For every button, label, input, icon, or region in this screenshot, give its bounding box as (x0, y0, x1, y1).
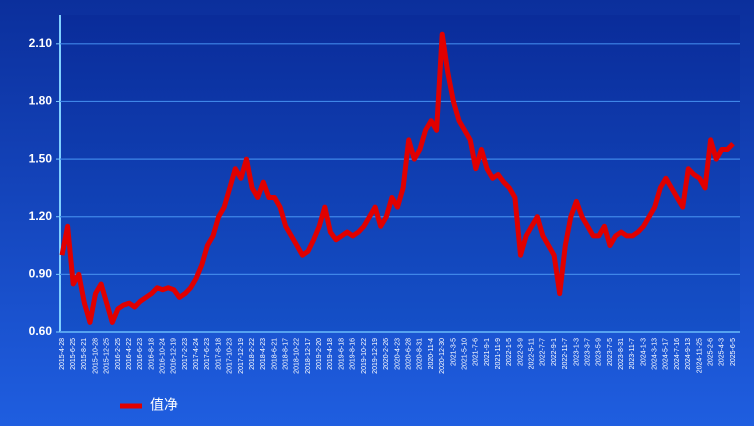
x-tick-label: 2023-1-3 (573, 338, 580, 366)
x-tick-label: 2025-2-6 (707, 338, 714, 366)
x-tick-label: 2015-10-28 (92, 338, 99, 374)
x-tick-label: 2023-8-31 (618, 338, 625, 370)
x-tick-label: 2017-4-24 (193, 338, 200, 370)
x-tick-label: 2025-6-5 (730, 338, 737, 366)
x-tick-label: 2018-8-17 (283, 338, 290, 370)
x-tick-label: 2023-11-7 (629, 338, 636, 370)
x-tick-label: 2018-2-22 (249, 338, 256, 370)
y-tick-label: 1.80 (29, 94, 53, 108)
x-tick-label: 2019-10-22 (361, 338, 368, 374)
x-tick-label: 2023-3-7 (584, 338, 591, 366)
x-tick-label: 2016-8-18 (148, 338, 155, 370)
x-tick-label: 2019-2-20 (316, 338, 323, 370)
y-tick-label: 1.50 (29, 151, 53, 165)
legend-label: 值净 (150, 397, 178, 413)
x-tick-label: 2024-11-25 (696, 338, 703, 373)
x-tick-label: 2018-6-21 (271, 338, 278, 370)
x-tick-label: 2017-8-18 (215, 338, 222, 370)
x-tick-label: 2025-4-3 (719, 338, 726, 366)
x-tick-label: 2024-7-16 (674, 338, 681, 370)
x-tick-label: 2022-1-5 (506, 338, 513, 366)
x-tick-label: 2016-10-24 (159, 338, 166, 374)
x-tick-label: 2021-9-1 (484, 338, 491, 366)
x-tick-label: 2024-5-17 (663, 338, 670, 370)
x-tick-label: 2020-2-26 (383, 338, 390, 370)
x-tick-label: 2020-12-30 (439, 338, 446, 374)
x-tick-label: 2017-6-23 (204, 338, 211, 370)
x-tick-label: 2023-5-9 (596, 338, 603, 366)
x-tick-label: 2021-11-9 (495, 338, 502, 370)
x-tick-label: 2021-3-5 (450, 338, 457, 366)
x-tick-label: 2020-11-4 (428, 338, 435, 370)
x-tick-label: 2022-9-1 (551, 338, 558, 366)
x-tick-label: 2015-6-25 (70, 338, 77, 370)
x-tick-label: 2022-5-11 (529, 338, 536, 370)
x-tick-label: 2022-3-9 (517, 338, 524, 366)
x-tick-label: 2022-11-7 (562, 338, 569, 370)
x-tick-label: 2016-6-23 (137, 338, 144, 370)
series-line (59, 31, 735, 325)
x-tick-label: 2020-6-28 (406, 338, 413, 370)
x-tick-label: 2019-8-16 (350, 338, 357, 370)
x-tick-label: 2016-12-19 (171, 338, 178, 374)
x-tick-label: 2020-4-23 (394, 338, 401, 370)
y-tick-label: 0.90 (29, 267, 53, 281)
x-tick-label: 2019-12-19 (372, 338, 379, 374)
x-tick-label: 2017-12-19 (238, 338, 245, 374)
x-tick-label: 2021-5-10 (461, 338, 468, 370)
x-tick-label: 2018-4-23 (260, 338, 267, 370)
x-tick-label: 2017-10-23 (227, 338, 234, 374)
y-tick-label: 2.10 (29, 36, 53, 50)
x-tick-label: 2017-2-23 (182, 338, 189, 370)
x-tick-label: 2023-7-5 (607, 338, 614, 366)
x-tick-label: 2021-7-6 (473, 338, 480, 366)
x-tick-label: 2016-2-25 (115, 338, 122, 370)
x-tick-label: 2019-6-18 (338, 338, 345, 370)
y-tick-label: 0.60 (29, 324, 53, 338)
x-tick-label: 2015-4-28 (59, 338, 66, 370)
x-tick-label: 2024-1-3 (640, 338, 647, 366)
x-tick-label: 2022-7-7 (540, 338, 547, 366)
x-tick-label: 2024-3-13 (652, 338, 659, 370)
x-tick-label: 2018-10-22 (294, 338, 301, 374)
x-tick-label: 2015-8-21 (81, 338, 88, 370)
y-tick-label: 1.20 (29, 209, 53, 223)
x-tick-label: 2018-12-17 (305, 338, 312, 374)
plot-area (60, 15, 740, 332)
x-tick-label: 2020-8-31 (417, 338, 424, 370)
x-tick-label: 2019-4-18 (327, 338, 334, 370)
x-tick-label: 2015-12-25 (104, 338, 111, 374)
x-tick-label: 2024-9-13 (685, 338, 692, 370)
x-tick-label: 2016-4-22 (126, 338, 133, 370)
